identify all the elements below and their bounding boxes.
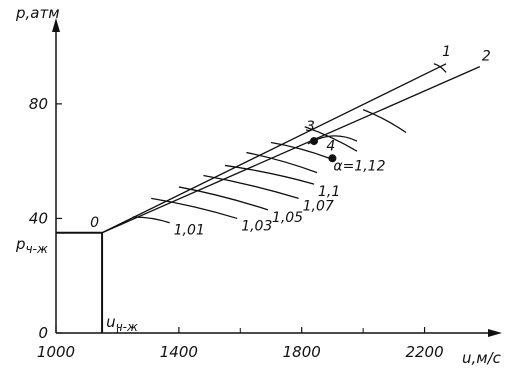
alpha-curve-6 [246, 151, 318, 174]
y-tick-label-40: 40 [29, 209, 48, 227]
p-chzh-label: pч-ж [15, 235, 48, 256]
alpha-curve-5 [224, 164, 315, 185]
point-4 [328, 154, 337, 163]
x-tick-label-2200: 2200 [405, 343, 443, 361]
alpha-curve-3 [178, 186, 269, 211]
points: 0 1 2 34 [90, 44, 491, 231]
alpha-curve-2 [151, 197, 238, 220]
series-line-1 [101, 63, 447, 234]
series-line-2 [101, 66, 481, 234]
x-tick-label-1400: 1400 [160, 343, 198, 361]
point-label-0: 0 [90, 215, 99, 231]
y-tick-label-80: 80 [29, 95, 48, 113]
series-lines [101, 63, 481, 234]
x-axis-title: u,м/с [462, 349, 502, 367]
axes [52, 18, 502, 337]
alpha-curve-label-7: α=1,12 [333, 158, 385, 174]
x-axis-arrow [488, 329, 502, 337]
alpha-curve-4 [203, 174, 299, 200]
reference-lines [56, 231, 104, 333]
alpha-curve-label-2: 1,03 [241, 218, 272, 234]
u-chzh-symbol: u [106, 313, 116, 331]
p-chzh-symbol: p [15, 235, 26, 253]
alpha-curve-10 [433, 63, 447, 73]
x-tick-label-1800: 1800 [283, 343, 321, 361]
point-label-4: 4 [326, 138, 335, 154]
point-label-1: 1 [442, 44, 451, 60]
point-label-3: 3 [306, 119, 315, 135]
tick-marks [55, 103, 426, 334]
x-tick-label-1000: 1000 [37, 343, 75, 361]
alpha-curve-label-4: 1,07 [303, 198, 334, 214]
p-chzh-subscript: ч-ж [26, 242, 48, 256]
crossing-curves: 1,01 1,031,051,071,1 α=1,12 [132, 63, 447, 239]
alpha-curve-9 [362, 108, 407, 134]
alpha-curve-1 [132, 216, 170, 224]
alpha-curve-label-1: 1,01 [174, 223, 205, 239]
u-chzh-label: uч-ж [106, 313, 138, 334]
y-axis-title: p,атм [15, 4, 60, 22]
alpha-curve-7 [270, 141, 330, 159]
point-3 [310, 137, 318, 146]
y-tick-label-0: 0 [38, 324, 48, 342]
y-axis-arrow [52, 18, 60, 32]
alpha-curve-8 [304, 126, 358, 152]
point-label-2: 2 [482, 49, 491, 65]
alpha-curve-label-3: 1,05 [272, 210, 303, 226]
alpha-curve-label-5: 1,1 [318, 184, 340, 200]
u-chzh-subscript: ч-ж [116, 320, 138, 334]
